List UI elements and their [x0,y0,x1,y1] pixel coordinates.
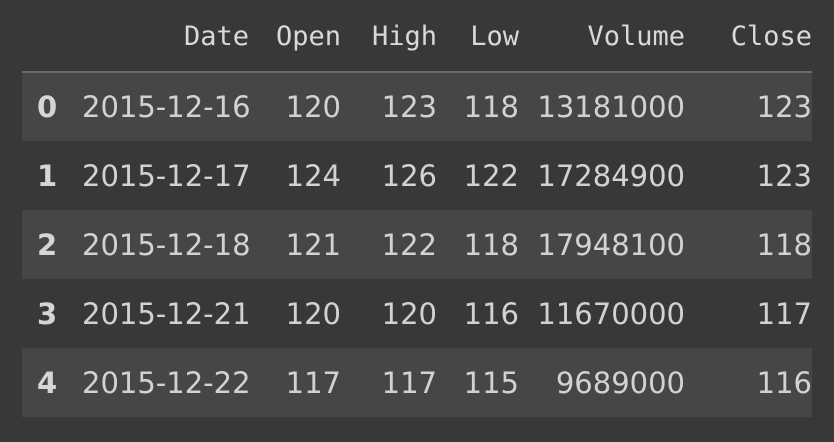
row-index: 1 [37,158,58,193]
table-row: 2 2015-12-18 121 122 118 17948100 118 [22,210,812,279]
dataframe-table: Date Open High Low Volume Close 0 2015-1… [22,0,812,417]
cell-low: 118 [463,90,519,124]
cell-close: 118 [756,227,812,262]
cell-volume: 9689000 [555,365,685,400]
row-index: 3 [37,296,58,331]
column-header-volume: Volume [519,0,685,73]
cell-date: 2015-12-16 [82,90,251,124]
cell-open: 124 [285,158,341,193]
index-header [22,0,82,73]
cell-high: 123 [381,90,437,124]
cell-low: 116 [463,296,519,331]
cell-open: 117 [285,365,341,400]
cell-low: 115 [463,365,519,400]
cell-low: 118 [463,227,519,262]
cell-volume: 13181000 [537,90,685,124]
cell-close: 123 [756,90,812,124]
cell-volume: 17284900 [537,158,685,193]
cell-date: 2015-12-21 [82,296,251,331]
cell-high: 122 [381,227,437,262]
cell-high: 117 [381,365,437,400]
cell-date: 2015-12-17 [82,158,251,193]
cell-volume: 11670000 [537,296,685,331]
cell-open: 120 [285,90,341,124]
cell-high: 120 [381,296,437,331]
cell-low: 122 [463,158,519,193]
cell-high: 126 [381,158,437,193]
row-index: 2 [37,227,58,262]
cell-volume: 17948100 [537,227,685,262]
cell-date: 2015-12-18 [82,227,251,262]
table-row: 3 2015-12-21 120 120 116 11670000 117 [22,279,812,348]
column-header-low: Low [437,0,519,73]
row-index: 4 [37,365,58,400]
table-row: 0 2015-12-16 120 123 118 13181000 123 [22,72,812,141]
cell-open: 120 [285,296,341,331]
cell-close: 116 [756,365,812,400]
column-header-high: High [341,0,437,73]
header-row: Date Open High Low Volume Close [22,0,812,73]
cell-open: 121 [285,227,341,262]
row-index: 0 [37,90,58,124]
cell-close: 123 [756,158,812,193]
cell-date: 2015-12-22 [82,365,251,400]
column-header-open: Open [249,0,341,73]
column-header-date: Date [82,0,249,73]
cell-close: 117 [756,296,812,331]
table-row: 1 2015-12-17 124 126 122 17284900 123 [22,141,812,210]
table-row: 4 2015-12-22 117 117 115 9689000 116 [22,348,812,417]
column-header-close: Close [685,0,812,73]
